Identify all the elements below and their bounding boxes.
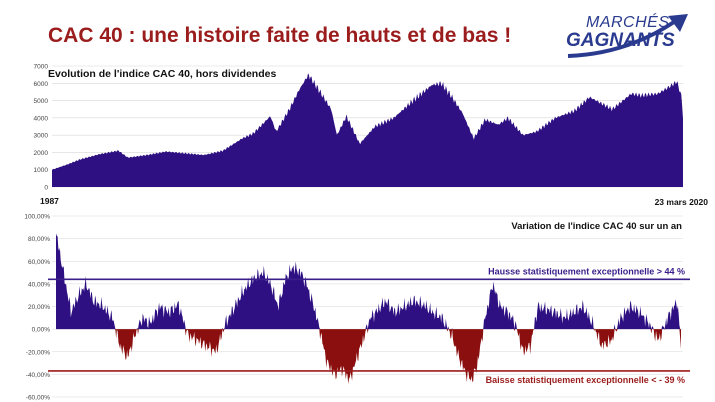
chart1-y-tick-label: 6000 [34,81,49,88]
threshold-high-label: Hausse statistiquement exceptionnelle > … [488,266,685,276]
chart1-y-tick-label: 0 [44,185,48,192]
chart1-y-tick-label: 3000 [34,133,49,140]
logo-line-1: MARCHÉS [586,14,670,31]
threshold-low-label: Baisse statistiquement exceptionnelle < … [486,375,685,385]
chart2-y-tick-label: -20,00% [26,349,50,356]
chart1-y-tick-label: 2000 [34,150,49,157]
chart2-y-ticks: -60,00% -40,00% -20,00% 0,00% 20,00% 40,00% 60… [24,214,50,402]
chart2-y-tick-label: -60,00% [26,395,50,402]
chart2-y-tick-label: -40,00% [26,372,50,379]
chart1-y-tick-label: 7000 [34,64,49,71]
arrow-icon [567,14,688,58]
chart1-area [52,73,683,187]
chart1-y-ticks: 0 1000 2000 3000 4000 5000 6000 7000 [34,64,49,192]
chart2-y-tick-label: 20,00% [28,304,50,311]
chart2-y-tick-label: 0,00% [32,327,51,334]
page-title: CAC 40 : une histoire faite de hauts et … [48,24,512,47]
chart2-y-tick-label: 40,00% [28,281,50,288]
chart1-y-tick-label: 1000 [34,167,49,174]
brand-logo: MARCHÉS GAGNANTS [556,10,696,60]
chart1-y-tick-label: 5000 [34,98,49,105]
chart1-x-start-label: 1987 [40,196,59,206]
chart2-positive-area [56,233,681,330]
chart1-title: Evolution de l'indice CAC 40, hors divid… [48,68,276,80]
cac40-index-chart: 0 1000 2000 3000 4000 5000 6000 7000 Evolution … [34,64,709,208]
chart1-y-tick-label: 4000 [34,115,49,122]
chart2-negative-area [56,329,681,384]
chart2-y-tick-label: 80,00% [28,236,50,243]
chart2-y-tick-label: 100,00% [24,214,50,221]
chart2-title: Variation de l'indice CAC 40 sur un an [511,221,682,232]
chart2-y-tick-label: 60,00% [28,259,50,266]
chart2-grid [52,215,683,398]
chart1-x-end-label: 23 mars 2020 [655,197,709,207]
logo-line-2: GAGNANTS [566,30,675,51]
